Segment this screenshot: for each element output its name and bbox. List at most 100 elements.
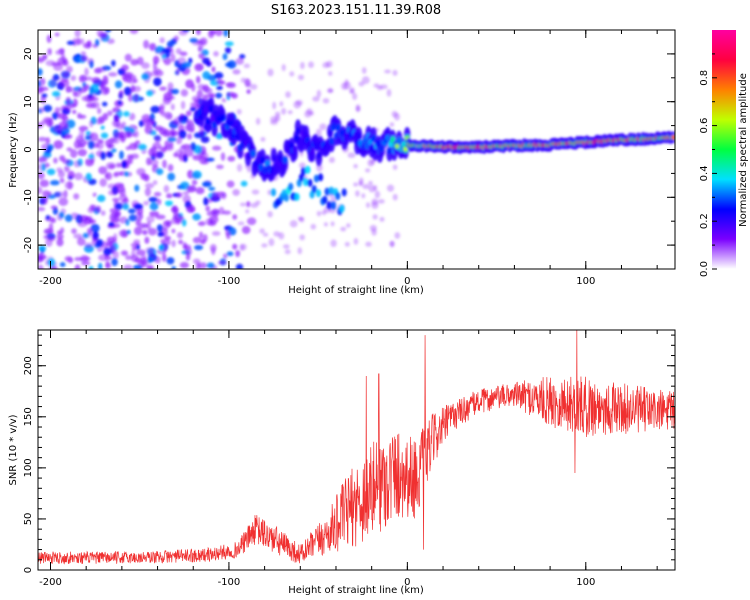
heat-cell <box>77 148 88 157</box>
heat-cell <box>353 238 359 245</box>
heat-cell <box>111 148 117 153</box>
heat-cell <box>108 189 118 196</box>
heat-cell <box>171 228 176 234</box>
heat-cell <box>179 261 189 269</box>
tick-label: 0.8 <box>699 70 710 86</box>
heat-cell <box>365 241 372 247</box>
heat-cell <box>176 231 184 239</box>
heat-cell <box>73 193 80 200</box>
heat-cell <box>143 39 150 49</box>
heat-cell <box>207 30 215 39</box>
tick-label: 0.2 <box>699 213 710 229</box>
heat-cell <box>100 210 106 216</box>
heat-cell <box>136 249 146 256</box>
heat-cell <box>38 80 41 88</box>
heat-cell <box>42 190 51 198</box>
heat-cell <box>190 142 197 151</box>
heat-cell <box>136 167 146 176</box>
heat-cell <box>131 246 137 251</box>
heat-cell <box>192 236 202 244</box>
heat-cell <box>165 220 172 228</box>
heat-cell <box>322 195 328 204</box>
heat-cell <box>66 147 73 152</box>
heat-cell <box>92 231 99 240</box>
heat-cell <box>167 163 174 172</box>
heat-cell <box>178 30 188 36</box>
heat-cell <box>371 198 379 206</box>
heat-cell <box>240 243 247 251</box>
tick-label: 100 <box>576 276 595 287</box>
heat-cell <box>208 186 216 191</box>
heat-cell <box>153 191 162 197</box>
heat-cell <box>119 150 124 160</box>
heat-cell <box>206 210 216 217</box>
heat-cell <box>196 30 201 36</box>
heat-cell <box>232 243 238 250</box>
heat-cell <box>106 38 115 44</box>
heat-cell <box>94 67 102 74</box>
heat-cell <box>192 170 202 179</box>
heat-cell <box>319 123 327 131</box>
heat-cell <box>43 234 49 240</box>
heat-cell <box>111 258 118 267</box>
heat-cell <box>39 179 50 188</box>
heat-cell <box>150 105 161 114</box>
heat-cell <box>124 171 129 177</box>
heat-cell <box>259 228 265 234</box>
tick-label: -100 <box>218 577 241 588</box>
heat-cell <box>179 51 188 57</box>
heat-cell <box>236 109 242 115</box>
heat-cell <box>69 102 76 109</box>
heat-cell <box>300 167 307 176</box>
heat-cell <box>295 99 303 106</box>
heat-cell <box>192 213 201 221</box>
heat-cell <box>162 96 172 105</box>
heat-cell <box>152 61 158 70</box>
tick-label: -20 <box>23 237 34 253</box>
heat-cell <box>216 85 223 91</box>
heat-cell <box>121 64 129 71</box>
heat-cell <box>159 37 165 44</box>
heat-cell <box>161 47 171 54</box>
heat-cell <box>107 183 116 189</box>
heat-cell <box>162 130 169 137</box>
heat-cell <box>45 137 51 145</box>
heat-cell <box>97 262 103 269</box>
heat-cell <box>351 92 358 101</box>
snr-series-line <box>38 330 675 565</box>
heat-cell <box>166 40 174 49</box>
heat-cell <box>64 214 73 223</box>
heat-cell <box>78 125 89 132</box>
heat-cell <box>148 196 158 203</box>
heat-cell <box>297 74 305 81</box>
heat-cell <box>318 173 324 182</box>
heat-cell <box>299 61 305 70</box>
heat-cell <box>370 159 376 165</box>
heat-cell <box>215 30 223 37</box>
heat-cell <box>197 83 205 90</box>
heat-cell <box>167 82 174 92</box>
heat-cell <box>167 172 176 181</box>
heat-cell <box>89 97 96 102</box>
heat-cell <box>377 199 385 204</box>
heat-cell <box>155 214 166 220</box>
heat-cell <box>361 193 366 199</box>
heat-cell <box>284 249 291 255</box>
heat-cell <box>101 101 108 107</box>
heat-cell <box>215 164 224 170</box>
heat-cell <box>220 192 227 200</box>
heat-cell <box>364 168 371 173</box>
heat-cell <box>54 32 60 37</box>
tick-label: 100 <box>23 458 34 477</box>
heat-cell <box>59 79 70 87</box>
heat-cell <box>235 57 244 65</box>
heat-cell <box>211 231 221 236</box>
heat-cell <box>297 247 303 255</box>
heat-cell <box>80 261 91 266</box>
heat-cell <box>104 30 112 33</box>
heat-cell <box>65 85 72 93</box>
heat-cell <box>316 210 322 217</box>
heat-cell <box>384 69 392 74</box>
heat-cell <box>43 229 53 234</box>
heat-cell <box>239 202 247 207</box>
